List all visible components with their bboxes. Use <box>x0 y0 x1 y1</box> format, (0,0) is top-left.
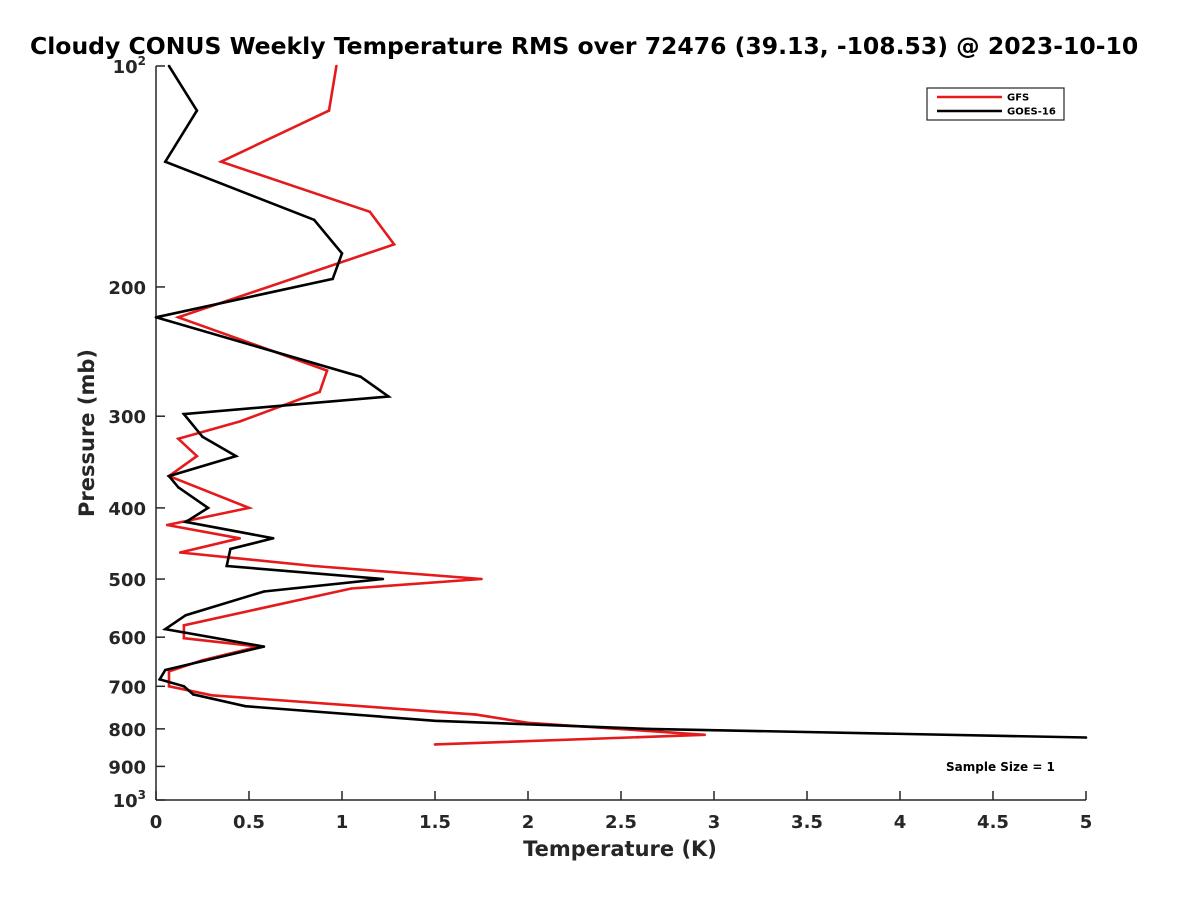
data-point-goes-16 <box>184 520 188 524</box>
data-point-gfs <box>350 587 353 590</box>
data-point-goes-16 <box>154 316 158 319</box>
data-point-goes-16 <box>381 577 385 581</box>
data-point-goes-16 <box>195 109 199 112</box>
x-tick-label: 3 <box>708 812 721 833</box>
y-tick-label: 400 <box>108 499 146 520</box>
x-axis-label: Temperature (K) <box>523 837 717 861</box>
data-point-goes-16 <box>164 160 167 163</box>
x-tick-label: 4.5 <box>977 812 1009 833</box>
x-tick-label: 0 <box>150 812 163 833</box>
x-tick-label: 4 <box>894 812 907 833</box>
data-point-goes-16 <box>433 719 437 723</box>
series-points-goes-16 <box>154 64 1088 739</box>
data-point-goes-16 <box>1084 736 1088 739</box>
x-tick-label: 2 <box>522 812 535 833</box>
data-point-gfs <box>178 551 182 554</box>
data-point-gfs <box>177 437 180 441</box>
data-point-goes-16 <box>182 685 186 688</box>
data-point-gfs <box>219 160 223 163</box>
data-point-gfs <box>327 109 331 112</box>
y-axis-label: Pressure (mb) <box>75 349 99 517</box>
x-tick-label: 2.5 <box>605 812 637 833</box>
data-point-gfs <box>703 733 706 737</box>
series-points-gfs <box>165 64 706 746</box>
data-point-goes-16 <box>340 252 344 255</box>
y-tick-label: 102 <box>113 54 146 78</box>
data-point-goes-16 <box>225 564 228 568</box>
data-point-goes-16 <box>164 627 167 631</box>
data-point-goes-16 <box>201 435 204 439</box>
x-tick-label: 0.5 <box>233 812 265 833</box>
data-point-goes-16 <box>177 486 180 489</box>
data-point-gfs <box>238 420 241 423</box>
data-point-gfs <box>392 243 396 246</box>
data-point-goes-16 <box>331 277 335 281</box>
data-point-goes-16 <box>229 547 232 551</box>
data-point-goes-16 <box>167 474 171 478</box>
data-point-gfs <box>247 506 251 510</box>
data-point-goes-16 <box>234 454 238 458</box>
data-point-goes-16 <box>244 704 247 708</box>
data-point-goes-16 <box>184 613 188 617</box>
data-point-goes-16 <box>158 678 161 681</box>
data-point-gfs <box>325 369 329 372</box>
y-tick-label: 600 <box>108 628 146 649</box>
data-point-gfs <box>368 210 372 214</box>
data-point-goes-16 <box>312 218 316 222</box>
legend-box <box>926 87 1065 121</box>
data-point-goes-16 <box>359 375 362 379</box>
x-tick-label: 1.5 <box>419 812 451 833</box>
data-point-gfs <box>167 670 171 673</box>
data-point-gfs <box>182 624 186 627</box>
series-line-goes-16 <box>155 65 1087 739</box>
data-point-gfs <box>480 577 483 581</box>
data-point-gfs <box>312 564 316 568</box>
data-point-goes-16 <box>262 590 266 593</box>
y-tick-label: 103 <box>113 788 146 812</box>
data-point-gfs <box>335 64 338 68</box>
chart-title: Cloudy CONUS Weekly Temperature RMS over… <box>30 32 1138 60</box>
data-point-gfs <box>165 523 169 527</box>
data-point-gfs <box>433 743 437 746</box>
x-tick-label: 3.5 <box>791 812 823 833</box>
data-point-goes-16 <box>387 395 390 398</box>
data-point-goes-16 <box>647 727 651 731</box>
x-tick-label: 5 <box>1080 812 1093 833</box>
data-point-gfs <box>210 694 214 697</box>
sample-size-note: Sample Size = 1 <box>946 760 1055 774</box>
legend: GFS GOES-16 <box>926 87 1065 121</box>
data-point-gfs <box>318 390 322 394</box>
x-tick-label: 1 <box>336 812 349 833</box>
data-point-gfs <box>474 713 478 716</box>
data-point-goes-16 <box>191 693 195 696</box>
data-point-gfs <box>238 537 241 540</box>
data-point-goes-16 <box>167 64 171 68</box>
data-point-goes-16 <box>182 412 186 416</box>
data-point-goes-16 <box>271 537 275 540</box>
data-point-gfs <box>177 316 180 319</box>
plot-area: 0 0.5 1 1.5 2 2.5 3 3.5 4 4.5 5 102 200 300 400 500 600 7… <box>108 54 1092 833</box>
data-point-gfs <box>167 685 171 688</box>
y-tick-label: 300 <box>108 407 146 428</box>
data-point-goes-16 <box>164 668 167 672</box>
data-point-gfs <box>182 636 186 640</box>
legend-label-gfs: GFS <box>1007 93 1029 104</box>
y-tick-label: 900 <box>108 757 146 778</box>
data-point-goes-16 <box>206 506 210 510</box>
y-tick-label: 700 <box>108 677 146 698</box>
y-tick-label: 200 <box>108 278 146 299</box>
data-point-goes-16 <box>262 645 266 648</box>
legend-label-goes-16: GOES-16 <box>1007 107 1056 118</box>
data-point-gfs <box>195 454 199 458</box>
y-tick-label: 500 <box>108 570 146 591</box>
y-tick-label: 800 <box>108 720 146 741</box>
